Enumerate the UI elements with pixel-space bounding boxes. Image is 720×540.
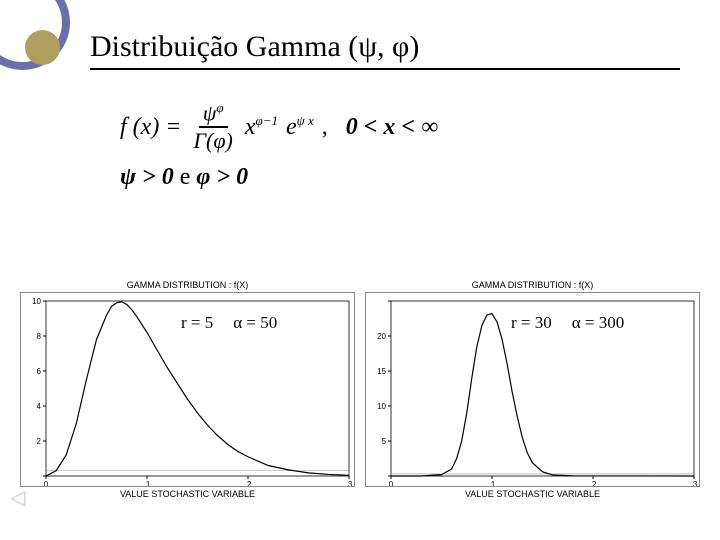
chart1-plot: r = 5 α = 50 2468100.1.2.3 xyxy=(20,292,355,487)
svg-text:0: 0 xyxy=(44,480,49,486)
svg-text:.2: .2 xyxy=(590,480,597,486)
prev-slide-icon[interactable]: ◁ xyxy=(10,485,25,510)
chart1-title: GAMMA DISTRIBUTION : f(X) xyxy=(20,280,355,290)
gamma-formula: f (x) = ψφ Γ(φ) xφ−1 eψ x , 0 < x < ∞ ψ … xyxy=(120,100,620,191)
formula-e-term: eψ x xyxy=(286,113,314,141)
formula-conditions: ψ > 0 e φ > 0 xyxy=(120,164,620,191)
svg-text:.3: .3 xyxy=(691,480,698,486)
svg-text:6: 6 xyxy=(37,367,42,376)
svg-text:.2: .2 xyxy=(245,480,252,486)
chart1-xlabel: VALUE STOCHASTIC VARIABLE xyxy=(20,489,355,499)
svg-text:10: 10 xyxy=(32,297,41,306)
chart2-plot: r = 30 α = 300 51015200.1.2.3 xyxy=(365,292,700,487)
gamma-chart-1: GAMMA DISTRIBUTION : f(X) r = 5 α = 50 2… xyxy=(20,280,355,510)
svg-text:10: 10 xyxy=(377,402,386,411)
svg-text:8: 8 xyxy=(37,332,42,341)
formula-x-term: xφ−1 xyxy=(245,113,278,141)
svg-text:.1: .1 xyxy=(144,480,151,486)
svg-text:5: 5 xyxy=(382,437,387,446)
formula-range: 0 < x < ∞ xyxy=(346,114,438,141)
formula-lhs: f (x) = xyxy=(120,114,182,141)
gamma-chart-2: GAMMA DISTRIBUTION : f(X) r = 30 α = 300… xyxy=(365,280,700,510)
chart2-xlabel: VALUE STOCHASTIC VARIABLE xyxy=(365,489,700,499)
svg-text:.3: .3 xyxy=(346,480,353,486)
svg-text:0: 0 xyxy=(389,480,394,486)
charts-row: GAMMA DISTRIBUTION : f(X) r = 5 α = 50 2… xyxy=(20,280,700,510)
corner-decoration xyxy=(0,0,95,95)
chart2-title: GAMMA DISTRIBUTION : f(X) xyxy=(365,280,700,290)
formula-fraction: ψφ Γ(φ) xyxy=(190,100,237,154)
svg-text:2: 2 xyxy=(37,437,42,446)
formula-comma: , xyxy=(322,114,328,141)
svg-text:4: 4 xyxy=(37,402,42,411)
page-title: Distribuição Gamma (ψ, φ) xyxy=(90,30,680,70)
svg-text:.1: .1 xyxy=(489,480,496,486)
svg-text:15: 15 xyxy=(377,367,386,376)
svg-text:20: 20 xyxy=(377,332,386,341)
